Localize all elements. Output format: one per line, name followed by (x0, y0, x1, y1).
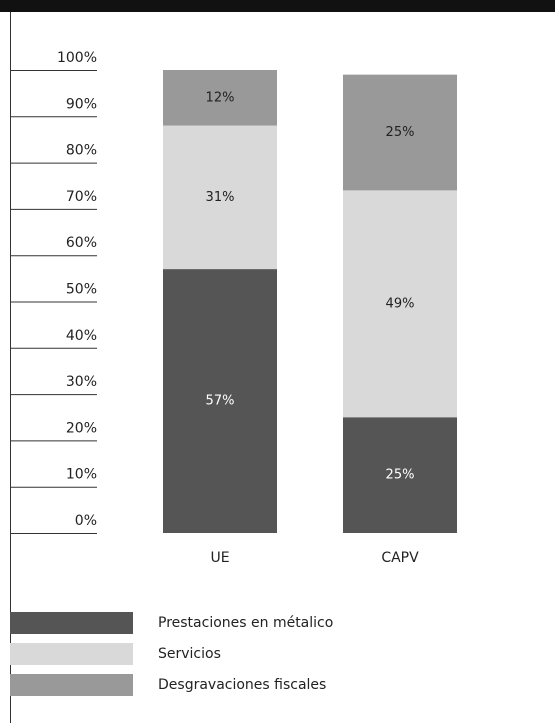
legend-label: Desgravaciones fiscales (158, 677, 326, 693)
legend-swatch (10, 674, 133, 696)
value-label: 57% (206, 394, 235, 409)
bar-segment (163, 125, 277, 270)
y-tick-label: 70% (66, 189, 97, 205)
legend-label: Servicios (158, 646, 221, 662)
y-tick-label: 50% (66, 282, 97, 298)
x-tick-label: CAPV (381, 550, 419, 566)
value-label: 25% (386, 468, 415, 483)
header-bar (0, 0, 555, 12)
y-tick-label: 100% (57, 50, 97, 66)
y-tick-label: 60% (66, 235, 97, 251)
value-label: 25% (386, 125, 415, 140)
bar-segment (163, 70, 277, 126)
legend-label: Prestaciones en métalico (158, 615, 333, 631)
y-tick-label: 0% (75, 513, 97, 529)
bar-segment (163, 269, 277, 533)
value-label: 49% (386, 296, 415, 311)
y-tick-label: 80% (66, 143, 97, 159)
y-tick-label: 90% (66, 96, 97, 112)
y-tick-label: 40% (66, 328, 97, 344)
value-label: 12% (206, 90, 235, 105)
x-tick-label: UE (210, 550, 229, 566)
y-tick-label: 30% (66, 374, 97, 390)
bar-segment (343, 417, 457, 533)
bar-segment (343, 190, 457, 418)
y-tick-label: 10% (66, 467, 97, 483)
value-label: 31% (206, 190, 235, 205)
legend-swatch (10, 612, 133, 634)
y-tick-label: 20% (66, 420, 97, 436)
bar-segment (343, 74, 457, 191)
legend-swatch (10, 643, 133, 665)
